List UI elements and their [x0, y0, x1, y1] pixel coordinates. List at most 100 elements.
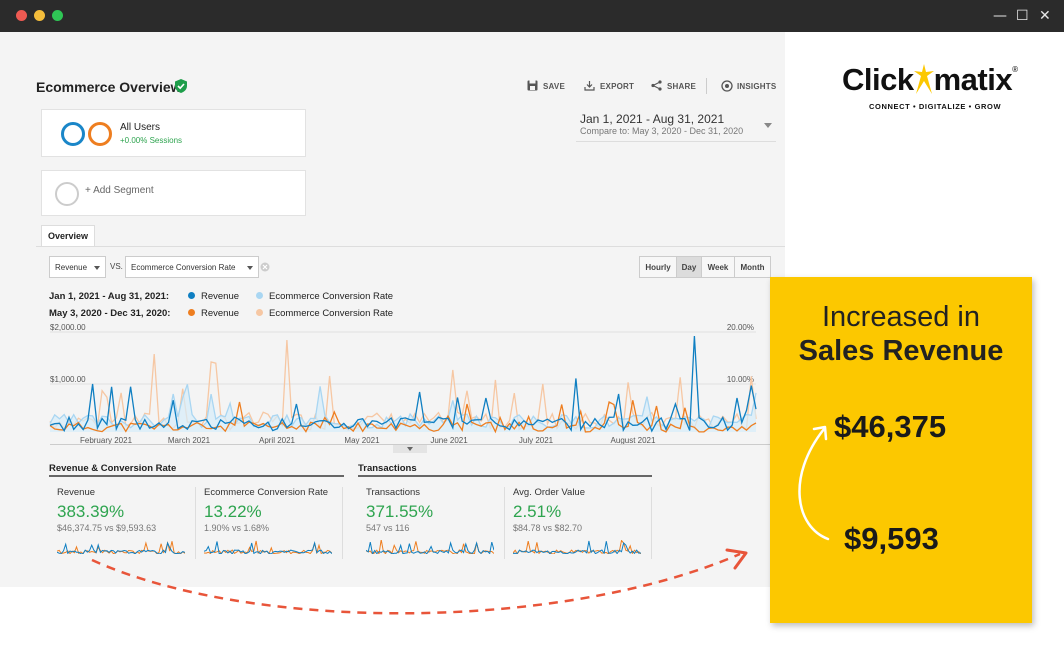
legend-previous-revenue: Revenue — [188, 308, 239, 319]
segment-blue-circle-icon — [61, 122, 85, 146]
window-titlebar: — ☐ ✕ — [0, 0, 1064, 32]
promo-new-value: $46,375 — [834, 409, 947, 444]
metric-comparison: 547 vs 116 — [366, 523, 410, 533]
y-right-tick-label: 10.00% — [727, 375, 754, 384]
chevron-down-icon — [94, 266, 100, 270]
share-icon — [651, 80, 662, 91]
chevron-down-icon — [764, 123, 772, 128]
zoom-dot-icon[interactable] — [52, 10, 63, 21]
logo-registered: ® — [1012, 65, 1018, 74]
promo-heading-line2: Sales Revenue — [798, 335, 1004, 367]
maximize-icon[interactable]: ☐ — [1016, 8, 1029, 24]
section-title-revenue-conversion: Revenue & Conversion Rate — [49, 463, 177, 474]
chevron-down-icon — [407, 447, 413, 451]
close-icon[interactable]: ✕ — [1039, 8, 1051, 24]
legend-current-conversion: Ecommerce Conversion Rate — [256, 291, 393, 302]
y-left-tick-label: $2,000.00 — [50, 323, 86, 332]
logo-tagline: CONNECT • DIGITALIZE • GROW — [869, 102, 1002, 111]
curved-up-arrow-icon — [798, 425, 830, 541]
segment-orange-circle-icon — [88, 122, 112, 146]
legend-dot-icon — [256, 309, 263, 316]
metric-comparison: $46,374.75 vs $9,593.63 — [57, 523, 157, 533]
add-segment-label: + Add Segment — [85, 185, 154, 196]
granularity-month-button[interactable]: Month — [734, 256, 771, 278]
metric-comparison: $84.78 vs $82.70 — [513, 523, 583, 533]
chart-baseline — [50, 444, 785, 445]
metric-conversion-rate[interactable]: Ecommerce Conversion Rate 13.22% 1.90% v… — [204, 487, 344, 559]
insights-label: INSIGHTS — [737, 82, 777, 91]
revenue-line-chart: $2,000.00 $1,000.00 20.00% 10.00% February 2… — [49, 323, 757, 445]
x-tick-label: March 2021 — [168, 436, 211, 445]
metric-revenue[interactable]: Revenue 383.39% $46,374.75 vs $9,593.63 — [57, 487, 197, 559]
toolbar-divider — [706, 78, 707, 94]
add-segment-card[interactable]: + Add Segment — [41, 170, 306, 216]
section-rule — [49, 475, 344, 477]
series-current-conversion — [49, 384, 757, 429]
minimize-icon[interactable]: — — [993, 8, 1007, 24]
primary-metric-value: Revenue — [55, 263, 88, 272]
segment-card-all-users[interactable]: All Users +0.00% Sessions — [41, 109, 306, 157]
x-tick-label: July 2021 — [519, 436, 554, 445]
primary-metric-select[interactable]: Revenue — [49, 256, 106, 278]
tab-divider — [36, 246, 785, 247]
sparkline-path — [366, 541, 494, 554]
metric-label: Revenue — [57, 487, 96, 498]
tab-overview[interactable]: Overview — [41, 225, 96, 247]
save-button[interactable]: SAVE — [527, 80, 565, 91]
metric-divider — [342, 487, 343, 559]
minimize-dot-icon[interactable] — [34, 10, 45, 21]
metric-comparison: 1.90% vs 1.68% — [204, 523, 270, 533]
legend-range-previous: May 3, 2020 - Dec 31, 2020: — [49, 308, 171, 319]
segment-name: All Users — [120, 122, 161, 133]
promo-card: Increased in Sales Revenue $46,375 $9,59… — [770, 277, 1032, 623]
date-range-picker[interactable]: Jan 1, 2021 - Aug 31, 2021 Compare to: M… — [576, 112, 776, 142]
metric-change: 2.51% — [513, 502, 562, 521]
metric-label: Ecommerce Conversion Rate — [204, 487, 329, 498]
legend-range-current: Jan 1, 2021 - Aug 31, 2021: — [49, 291, 170, 302]
date-range-compare: Compare to: May 3, 2020 - Dec 31, 2020 — [580, 126, 744, 136]
insights-button[interactable]: INSIGHTS — [721, 80, 777, 92]
sparkline-transactions — [366, 540, 494, 554]
legend-dot-icon — [256, 292, 263, 299]
x-tick-label: June 2021 — [430, 436, 468, 445]
share-label: SHARE — [667, 82, 697, 91]
export-icon — [584, 81, 595, 91]
metric-transactions[interactable]: Transactions 371.55% 547 vs 116 — [366, 487, 506, 559]
metric-change: 13.22% — [204, 502, 262, 521]
date-range-primary: Jan 1, 2021 - Aug 31, 2021 — [580, 112, 725, 126]
metric-divider — [651, 487, 652, 559]
secondary-metric-select[interactable]: Ecommerce Conversion Rate — [125, 256, 259, 278]
chart-collapse-handle[interactable] — [393, 445, 427, 453]
save-label: SAVE — [543, 82, 565, 91]
metric-label: Avg. Order Value — [513, 487, 585, 498]
metric-divider — [504, 487, 505, 559]
verified-shield-icon — [175, 79, 187, 93]
window-content: Ecommerce Overview SAVE EXPORT SHARE INS… — [0, 32, 1064, 659]
share-button[interactable]: SHARE — [651, 80, 697, 91]
y-right-tick-label: 20.00% — [727, 323, 754, 332]
legend-dot-icon — [188, 292, 195, 299]
analytics-panel: Ecommerce Overview SAVE EXPORT SHARE INS… — [0, 32, 785, 587]
sparkline-aov — [513, 540, 641, 554]
logo-word-a: Click — [842, 62, 914, 97]
dashed-arrow-path — [91, 552, 741, 615]
metric-avg-order-value[interactable]: Avg. Order Value 2.51% $84.78 vs $82.70 — [513, 487, 653, 559]
sparkline-revenue — [57, 541, 185, 554]
sparkline-path — [204, 541, 332, 554]
cursor-star-icon — [913, 64, 934, 94]
series-current-revenue — [49, 335, 757, 433]
logo-word-b: matix — [933, 62, 1013, 97]
export-button[interactable]: EXPORT — [584, 81, 635, 91]
clickmatix-logo: Click matix® CONNECT • DIGITALIZE • GROW — [842, 62, 1018, 111]
series-current-conversion-area — [50, 384, 756, 432]
legend-current-revenue: Revenue — [188, 291, 239, 302]
close-dot-icon[interactable] — [16, 10, 27, 21]
chevron-down-icon — [247, 266, 253, 270]
legend-previous-conversion: Ecommerce Conversion Rate — [256, 308, 393, 319]
legend-label: Ecommerce Conversion Rate — [269, 308, 394, 319]
remove-metric-icon[interactable] — [260, 262, 270, 272]
export-label: EXPORT — [600, 82, 635, 91]
legend-label: Ecommerce Conversion Rate — [269, 291, 394, 302]
add-segment-circle-icon — [55, 182, 79, 206]
metric-divider — [195, 487, 196, 559]
